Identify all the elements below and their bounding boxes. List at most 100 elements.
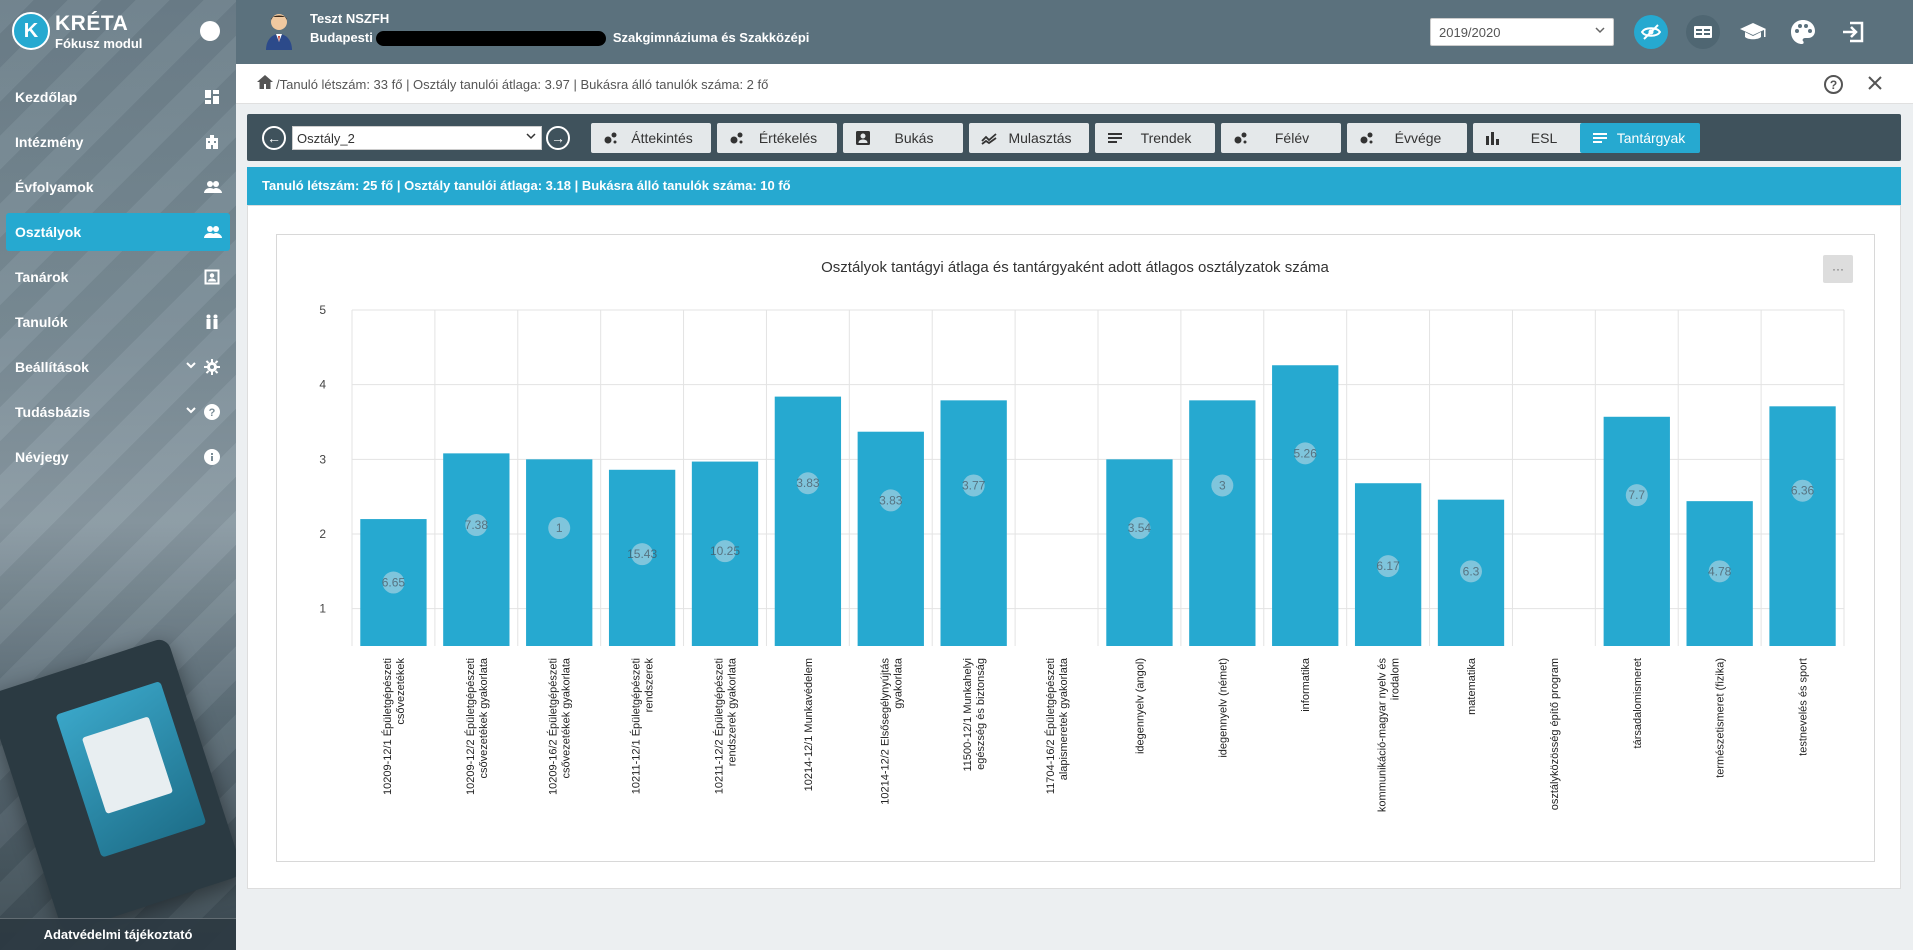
tab-felev[interactable]: Félév bbox=[1221, 123, 1341, 153]
tab-label: Bukás bbox=[894, 130, 934, 146]
redaction-bar bbox=[376, 31, 606, 46]
x-tick-label: idegennyelv (angol) bbox=[1134, 658, 1146, 754]
school-name: Budapesti Szakgimnáziuma és Szakközépi bbox=[310, 30, 809, 45]
graduation-cap-icon bbox=[1740, 23, 1766, 40]
bar bbox=[940, 400, 1007, 646]
class-toolbar: ← Osztály_2 → Áttekintés Értékelés Bukás… bbox=[247, 114, 1901, 161]
class-select[interactable]: Osztály_2 bbox=[292, 126, 542, 150]
data-label: 4.78 bbox=[1708, 564, 1732, 578]
sidebar-item-label: Intézmény bbox=[15, 134, 84, 150]
dashboard-icon bbox=[204, 89, 220, 105]
palette-button[interactable] bbox=[1786, 15, 1820, 49]
tab-bukas[interactable]: Bukás bbox=[843, 123, 963, 153]
x-tick-label: 10211-12/1 Épületgépészeti rendszerek bbox=[630, 658, 656, 795]
tab-tantargyak[interactable]: Tantárgyak bbox=[1580, 123, 1700, 153]
teacher-icon bbox=[204, 269, 220, 285]
svg-text:?: ? bbox=[209, 407, 216, 419]
breadcrumb: /Tanuló létszám: 33 fő | Osztály tanulói… bbox=[236, 64, 1913, 104]
users-icon bbox=[204, 224, 222, 240]
bar bbox=[1189, 400, 1256, 646]
sidebar-item-nevjegy[interactable]: Névjegy bbox=[6, 438, 230, 476]
bar bbox=[1272, 365, 1339, 646]
logout-icon bbox=[1843, 21, 1864, 43]
id-card-button[interactable] bbox=[1686, 15, 1720, 49]
x-tick-label-line: csővezetékek gyakorlata bbox=[478, 657, 490, 778]
tab-mulasztas[interactable]: Mulasztás bbox=[969, 123, 1089, 153]
eye-off-icon bbox=[1641, 24, 1661, 40]
tab-label: ESL bbox=[1530, 130, 1558, 146]
x-tick-label-line: csővezetékek gyakorlata bbox=[561, 657, 573, 778]
sidebar-item-kezdolap[interactable]: Kezdőlap bbox=[6, 78, 230, 116]
sidebar-item-evfolyamok[interactable]: Évfolyamok bbox=[6, 168, 230, 206]
bubble bbox=[382, 571, 405, 594]
class-info-bar: Tanuló létszám: 25 fő | Osztály tanulói … bbox=[247, 167, 1901, 205]
tab-trendek[interactable]: Trendek bbox=[1095, 123, 1215, 153]
bubble bbox=[879, 489, 902, 512]
x-tick-label-line: gyakorlata bbox=[892, 657, 904, 709]
data-label: 7.7 bbox=[1628, 488, 1645, 502]
close-icon[interactable] bbox=[1868, 73, 1882, 96]
school-name-end: Szakgimnáziuma és Szakközépi bbox=[612, 30, 810, 45]
logout-button[interactable] bbox=[1836, 15, 1870, 49]
bar bbox=[774, 396, 842, 646]
sidebar-item-label: Beállítások bbox=[15, 359, 89, 375]
data-label: 15.43 bbox=[627, 547, 657, 561]
tab-evvege[interactable]: Évvége bbox=[1347, 123, 1467, 153]
help-icon[interactable]: ? bbox=[1824, 75, 1843, 94]
bubble bbox=[796, 472, 819, 495]
lines-icon bbox=[1108, 133, 1122, 143]
bar bbox=[1603, 416, 1670, 646]
next-class-button[interactable]: → bbox=[546, 126, 570, 150]
tab-label: Mulasztás bbox=[1008, 130, 1072, 146]
top-header: Teszt NSZFH Budapesti Szakgimnáziuma és S… bbox=[236, 0, 1913, 64]
dots-chart-icon bbox=[604, 132, 617, 144]
tab-ertekeles[interactable]: Értékelés bbox=[717, 123, 837, 153]
sidebar-item-label: Kezdőlap bbox=[15, 89, 78, 105]
avatar[interactable] bbox=[264, 12, 294, 50]
x-tick-label-line: rendszerek gyakorlata bbox=[727, 657, 739, 766]
data-label: 6.17 bbox=[1376, 559, 1400, 573]
sidebar-nav: Kezdőlap Intézmény Évfolyamok Osztályok bbox=[0, 78, 236, 483]
x-tick-label-line: testnevelés és sport bbox=[1798, 658, 1810, 756]
data-label: 10.25 bbox=[710, 544, 740, 558]
x-tick-label-line: alapismeretek gyakorlata bbox=[1058, 657, 1070, 780]
sidebar-toggle-icon[interactable] bbox=[200, 21, 220, 41]
y-tick-label: 2 bbox=[319, 527, 326, 541]
arrow-left-icon: ← bbox=[267, 130, 281, 146]
sidebar-item-tudasbazis[interactable]: Tudásbázis ? bbox=[6, 393, 230, 431]
y-tick-label: 4 bbox=[319, 378, 326, 392]
x-tick-label-line: idegennyelv (német) bbox=[1217, 658, 1229, 758]
privacy-link[interactable]: Adatvédelmi tájékoztató bbox=[0, 918, 236, 950]
x-tick-label-line: 11500-12/1 Munkahelyi bbox=[962, 658, 974, 772]
x-tick-label-line: osztályközösség építő program bbox=[1549, 658, 1561, 810]
eye-off-button[interactable] bbox=[1634, 15, 1668, 49]
sidebar-item-osztalyok[interactable]: Osztályok bbox=[6, 213, 230, 251]
tab-esl[interactable]: ESL bbox=[1473, 123, 1593, 153]
data-label: 1 bbox=[556, 521, 563, 535]
x-tick-label-line: idegennyelv (angol) bbox=[1134, 658, 1146, 754]
chart-title: Osztályok tantágyi átlaga és tantárgyaké… bbox=[821, 259, 1329, 276]
school-year-select[interactable]: 2019/2020 bbox=[1430, 18, 1614, 46]
home-icon[interactable] bbox=[256, 74, 274, 90]
chart-menu-button[interactable]: ··· bbox=[1823, 255, 1853, 283]
kreta-logo-icon: K bbox=[12, 12, 50, 50]
x-tick-label: 10214-12/1 Munkavédelem bbox=[803, 658, 815, 791]
x-tick-label: 10209-12/1 Épületgépészeti csővezetékek bbox=[381, 658, 407, 795]
sidebar-item-label: Tanárok bbox=[15, 269, 69, 285]
prev-class-button[interactable]: ← bbox=[262, 126, 286, 150]
data-label: 6.3 bbox=[1463, 564, 1480, 578]
dots-chart-icon bbox=[1360, 132, 1373, 144]
sidebar-item-tanulok[interactable]: Tanulók bbox=[6, 303, 230, 341]
bubble bbox=[631, 543, 654, 566]
sidebar-item-tanarok[interactable]: Tanárok bbox=[6, 258, 230, 296]
x-tick-label: informatika bbox=[1300, 657, 1312, 712]
brand[interactable]: K KRÉTA Fókusz modul bbox=[12, 12, 224, 52]
sidebar-item-label: Tanulók bbox=[15, 314, 68, 330]
sidebar-item-intezmeny[interactable]: Intézmény bbox=[6, 123, 230, 161]
graduation-cap-button[interactable] bbox=[1736, 15, 1770, 49]
x-tick-label: 10211-12/2 Épületgépészeti rendszerek gya… bbox=[713, 657, 739, 794]
tab-attekintes[interactable]: Áttekintés bbox=[591, 123, 711, 153]
sidebar-item-beallitasok[interactable]: Beállítások bbox=[6, 348, 230, 386]
gear-icon bbox=[204, 359, 220, 375]
x-tick-label-line: csővezetékek bbox=[395, 658, 407, 725]
